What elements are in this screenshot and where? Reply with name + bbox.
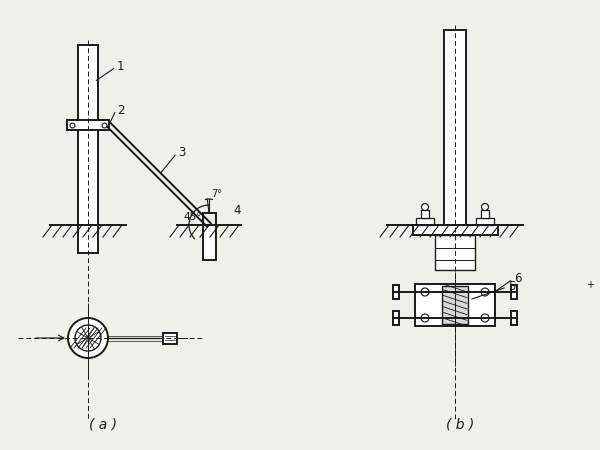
Bar	[511, 311, 517, 325]
Bar	[203, 225, 215, 260]
Text: ( b ): ( b )	[446, 417, 474, 431]
Text: 1: 1	[117, 60, 125, 73]
Circle shape	[481, 314, 489, 322]
Text: 5: 5	[508, 280, 515, 293]
Text: 45°: 45°	[183, 212, 202, 222]
Bar	[416, 218, 434, 225]
Circle shape	[75, 325, 101, 351]
Bar	[78, 225, 98, 253]
Bar	[421, 210, 429, 218]
Text: 2: 2	[117, 104, 125, 117]
Circle shape	[68, 318, 108, 358]
Circle shape	[421, 203, 428, 211]
Circle shape	[482, 203, 488, 211]
Bar	[476, 218, 494, 225]
Bar	[393, 311, 399, 325]
Bar	[413, 225, 497, 235]
Circle shape	[421, 314, 429, 322]
Bar	[163, 333, 177, 343]
Bar	[481, 210, 489, 218]
Bar	[78, 45, 98, 225]
Text: 7°: 7°	[211, 189, 222, 199]
Bar	[393, 285, 399, 299]
Text: +: +	[586, 280, 594, 290]
Bar	[435, 235, 475, 270]
Bar	[444, 30, 466, 225]
Bar	[511, 285, 517, 299]
Text: ( a ): ( a )	[89, 417, 117, 431]
Bar	[442, 286, 468, 324]
Bar	[415, 284, 495, 326]
Circle shape	[421, 288, 429, 296]
Text: 4: 4	[233, 204, 241, 217]
Circle shape	[481, 288, 489, 296]
Text: 3: 3	[178, 145, 185, 158]
Text: 6: 6	[514, 273, 521, 285]
Bar	[67, 120, 109, 130]
